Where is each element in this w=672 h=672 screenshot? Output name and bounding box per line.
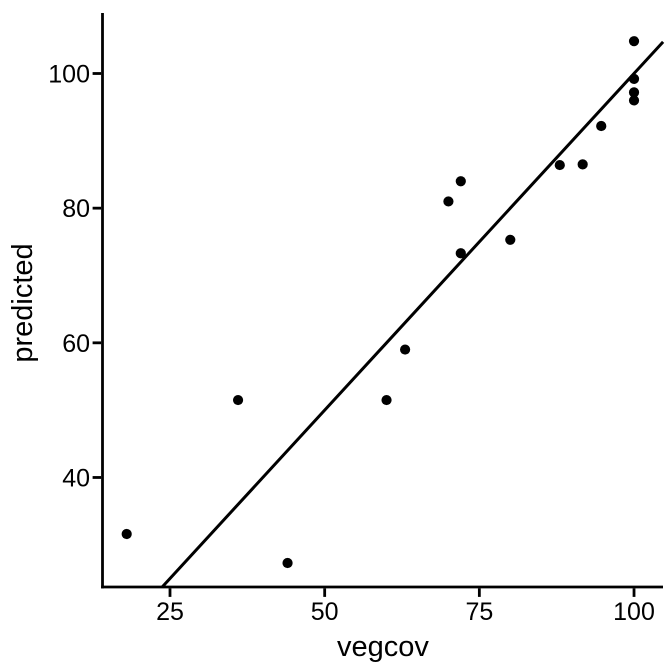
data-point bbox=[455, 248, 466, 259]
y-tick-label-60: 60 bbox=[62, 330, 90, 358]
x-tick-label-25: 25 bbox=[156, 598, 184, 626]
data-point bbox=[596, 120, 607, 132]
data-point bbox=[443, 196, 454, 207]
y-tick-label-40: 40 bbox=[62, 464, 90, 492]
tick-marks-and-labels: 25 50 75 100 40 60 80 100 bbox=[48, 61, 655, 627]
data-point bbox=[400, 344, 411, 355]
identity-line bbox=[160, 40, 665, 589]
fit-line-layer bbox=[160, 40, 665, 589]
data-point bbox=[628, 95, 640, 106]
x-tick-label-75: 75 bbox=[465, 598, 493, 626]
axes bbox=[101, 13, 663, 589]
data-point bbox=[577, 159, 588, 170]
data-point bbox=[628, 73, 640, 84]
data-point bbox=[121, 528, 132, 540]
data-point bbox=[628, 36, 640, 47]
data-point bbox=[381, 394, 392, 406]
data-point bbox=[282, 557, 293, 569]
data-point bbox=[455, 176, 466, 187]
data-point bbox=[554, 159, 565, 171]
data-point bbox=[232, 394, 244, 406]
data-points-layer bbox=[121, 36, 640, 569]
data-point bbox=[505, 234, 516, 245]
x-axis-title: vegcov bbox=[337, 631, 429, 663]
y-axis-title: predicted bbox=[7, 243, 39, 362]
x-tick-label-50: 50 bbox=[311, 598, 339, 626]
x-tick-label-100: 100 bbox=[613, 598, 655, 626]
y-tick-label-80: 80 bbox=[62, 195, 90, 223]
y-tick-label-100: 100 bbox=[48, 61, 90, 89]
data-point bbox=[628, 87, 640, 98]
